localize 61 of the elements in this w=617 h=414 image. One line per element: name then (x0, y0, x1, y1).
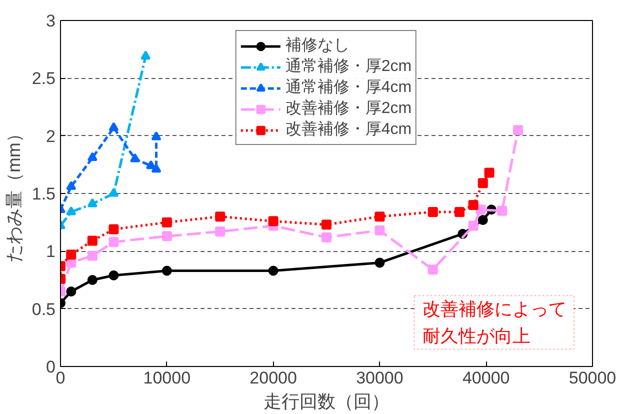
point (374, 212, 385, 222)
x-tick-label: 50000 (568, 368, 616, 388)
point (478, 178, 488, 188)
x-axis-title: 走行回数（回） (264, 392, 390, 412)
point (66, 180, 76, 190)
y-tick-label: 2 (46, 126, 56, 146)
point (87, 250, 98, 261)
point (108, 122, 119, 132)
point (322, 220, 332, 230)
point (162, 266, 172, 276)
point (322, 232, 332, 242)
point (484, 168, 494, 178)
point (151, 164, 162, 173)
point (268, 266, 278, 276)
point (215, 212, 226, 222)
point (87, 275, 98, 285)
point (140, 50, 151, 60)
point (428, 264, 438, 275)
legend-label: 通常補修・厚4cm (285, 78, 412, 98)
legend-label: 通常補修・厚2cm (285, 56, 412, 77)
point (87, 236, 98, 246)
point (162, 217, 172, 228)
legend-label: 改善補修・厚4cm (285, 119, 412, 140)
y-tick-label: 1 (46, 242, 56, 262)
legend-label: 補修なし (285, 36, 350, 56)
legend-label: 改善補修・厚2cm (285, 98, 412, 119)
point (66, 250, 76, 260)
x-tick-label: 40000 (462, 368, 510, 388)
point (513, 125, 524, 136)
point (497, 206, 508, 216)
point (268, 216, 278, 226)
point (130, 153, 140, 162)
point (374, 225, 385, 236)
point (146, 160, 156, 170)
point (478, 215, 488, 226)
point (454, 206, 464, 217)
point (215, 226, 226, 237)
point (374, 258, 385, 268)
y-tick-label: 3 (46, 12, 56, 30)
point (108, 236, 119, 247)
y-tick-label: 1.5 (32, 184, 56, 204)
point (108, 224, 119, 234)
point (162, 231, 172, 242)
x-tick-label: 10000 (143, 368, 191, 388)
point (108, 188, 119, 197)
y-tick-label: 0.5 (32, 300, 56, 319)
point (87, 198, 98, 208)
point (468, 200, 478, 210)
y-tick-label: 2.5 (32, 69, 56, 88)
point (87, 152, 98, 162)
point (66, 286, 76, 297)
point (66, 206, 76, 216)
annotation: 改善補修によって (422, 298, 566, 319)
y-axis-title: たわみ量（mm） (4, 124, 24, 262)
x-tick-label: 30000 (356, 368, 404, 388)
x-tick-label: 20000 (250, 368, 297, 388)
annotation: 耐久性が向上 (422, 326, 530, 346)
point (151, 131, 162, 140)
point (428, 206, 438, 217)
point (108, 270, 119, 280)
point (468, 220, 478, 231)
